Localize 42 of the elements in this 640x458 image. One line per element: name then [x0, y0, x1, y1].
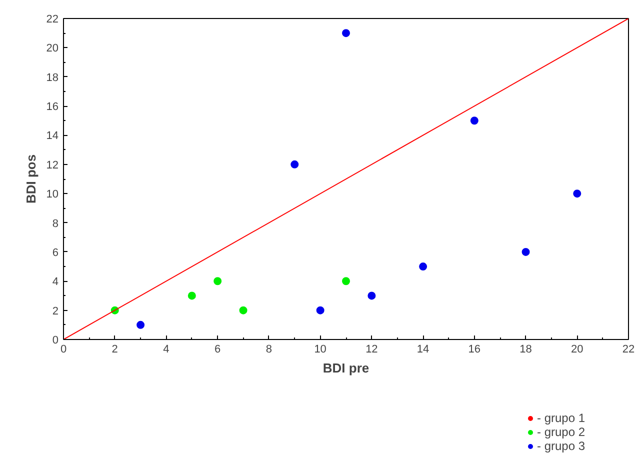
point [214, 277, 222, 286]
y-tick-label: 20 [46, 42, 59, 55]
point [470, 116, 478, 125]
x-tick-label: 4 [163, 344, 170, 356]
point [342, 277, 350, 286]
y-tick-label: 14 [46, 130, 59, 142]
y-tick-label: 18 [46, 72, 59, 84]
point [239, 306, 248, 314]
y-tick-label: 2 [52, 305, 59, 318]
point [316, 306, 324, 314]
x-tick-label: 6 [214, 344, 221, 356]
legend-label: - grupo 2 [537, 425, 586, 439]
point [342, 29, 350, 38]
y-tick-label: 16 [46, 101, 59, 114]
x-tick-label: 12 [366, 344, 378, 356]
x-tick-label: 18 [520, 344, 532, 356]
x-axis-title: BDI pre [322, 360, 370, 376]
x-tick-label: 2 [112, 344, 118, 356]
legend-label: - grupo 3 [537, 439, 586, 453]
y-tick-label: 8 [52, 218, 59, 230]
x-tick-label: 0 [60, 344, 67, 356]
point [419, 262, 428, 271]
y-tick-label: 4 [52, 276, 59, 288]
y-axis-title: BDI pos [23, 154, 38, 204]
x-tick-label: 8 [266, 344, 272, 356]
x-tick-label: 16 [468, 344, 481, 356]
point [522, 248, 530, 256]
y-tick-label: 10 [46, 188, 59, 201]
y-tick-label: 22 [46, 14, 59, 26]
x-tick-label: 14 [416, 344, 430, 356]
point [368, 292, 376, 300]
point [573, 190, 582, 198]
x-tick-label: 10 [314, 344, 326, 356]
x-tick-label: 20 [571, 344, 584, 356]
legend-label: - grupo 1 [537, 411, 586, 425]
point [290, 160, 299, 168]
y-tick-label: 6 [52, 246, 59, 259]
y-tick-label: 0 [52, 334, 59, 346]
y-tick-label: 12 [46, 159, 59, 172]
point [188, 292, 196, 300]
x-tick-label: 22 [622, 344, 635, 356]
point [136, 320, 145, 329]
